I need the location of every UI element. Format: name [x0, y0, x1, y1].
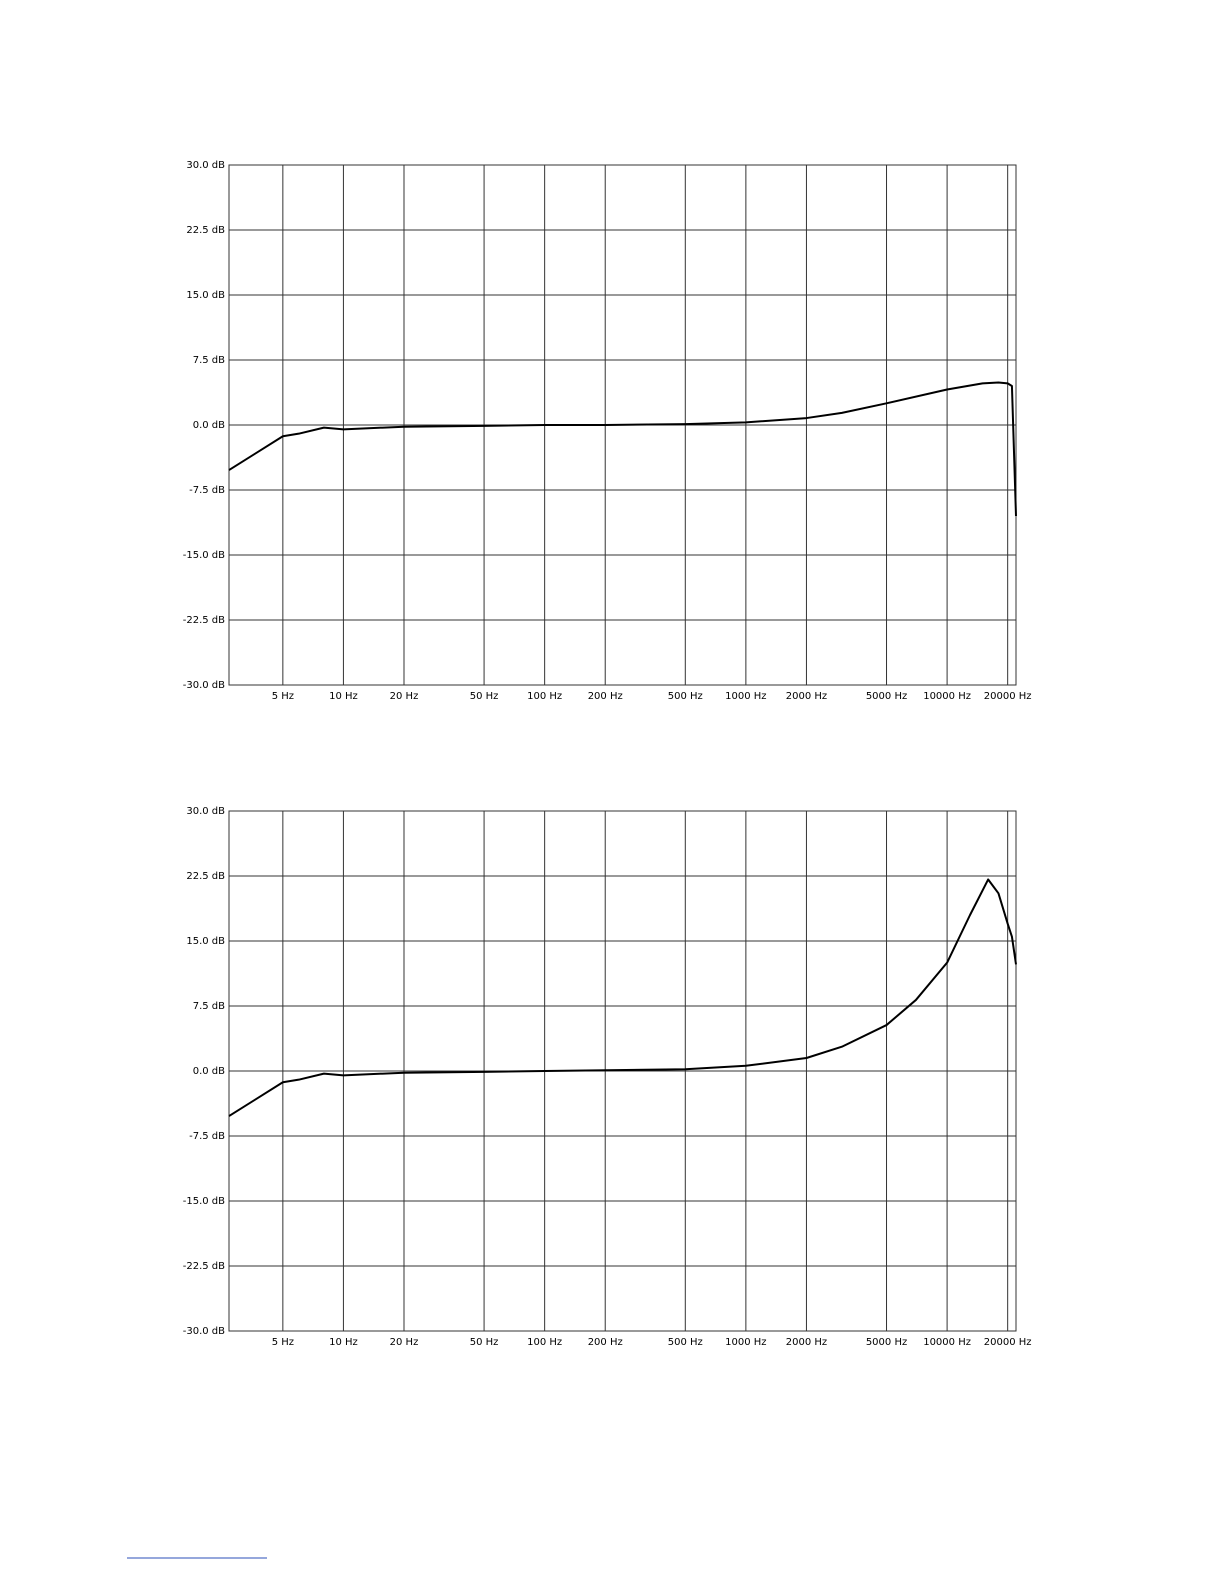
x-tick-label: 20 Hz [390, 691, 419, 702]
x-tick-label: 200 Hz [588, 691, 623, 702]
plot-frame [228, 810, 1017, 1332]
response-curve [228, 381, 1017, 517]
y-tick-label: -22.5 dB [183, 615, 225, 626]
x-tick-label: 5 Hz [272, 691, 294, 702]
y-tick-label: 0.0 dB [193, 420, 225, 431]
y-tick-label: 7.5 dB [193, 355, 225, 366]
x-tick-label: 20000 Hz [984, 1337, 1032, 1348]
y-tick-label: -22.5 dB [183, 1261, 225, 1272]
x-tick-label: 2000 Hz [786, 1337, 827, 1348]
x-tick-label: 10 Hz [329, 1337, 358, 1348]
chart: 30.0 dB 22.5 dB 15.0 dB 7.5 dB 0.0 dB -7.5 dB… [183, 160, 1032, 702]
x-tick-label: 50 Hz [470, 1337, 499, 1348]
y-tick-label: 15.0 dB [186, 290, 225, 301]
x-tick-label: 500 Hz [668, 691, 703, 702]
x-tick-label: 10000 Hz [923, 1337, 971, 1348]
x-tick-label: 2000 Hz [786, 691, 827, 702]
y-tick-label: 30.0 dB [186, 160, 225, 171]
x-tick-label: 10 Hz [329, 691, 358, 702]
y-tick-label: 0.0 dB [193, 1066, 225, 1077]
x-tick-label: 100 Hz [527, 1337, 562, 1348]
chart: 30.0 dB 22.5 dB 15.0 dB 7.5 dB 0.0 dB -7.5 dB… [183, 806, 1032, 1348]
y-tick-label: 30.0 dB [186, 806, 225, 817]
y-tick-label: -7.5 dB [189, 485, 225, 496]
y-tick-label: 22.5 dB [186, 871, 225, 882]
x-tick-label: 500 Hz [668, 1337, 703, 1348]
x-tick-label: 50 Hz [470, 691, 499, 702]
x-tick-label: 10000 Hz [923, 691, 971, 702]
x-tick-label: 20 Hz [390, 1337, 419, 1348]
y-tick-label: -7.5 dB [189, 1131, 225, 1142]
y-tick-label: 7.5 dB [193, 1001, 225, 1012]
x-tick-label: 5 Hz [272, 1337, 294, 1348]
y-tick-label: -30.0 dB [183, 1326, 225, 1337]
plot-frame [228, 164, 1017, 686]
response-curve [228, 878, 1017, 1117]
x-tick-label: 1000 Hz [725, 1337, 766, 1348]
x-tick-label: 100 Hz [527, 691, 562, 702]
y-tick-label: -15.0 dB [183, 1196, 225, 1207]
y-tick-label: 22.5 dB [186, 225, 225, 236]
x-tick-label: 5000 Hz [866, 1337, 907, 1348]
x-tick-label: 5000 Hz [866, 691, 907, 702]
y-tick-label: -30.0 dB [183, 680, 225, 691]
x-tick-label: 1000 Hz [725, 691, 766, 702]
x-tick-label: 20000 Hz [984, 691, 1032, 702]
y-tick-label: -15.0 dB [183, 550, 225, 561]
y-tick-label: 15.0 dB [186, 936, 225, 947]
x-tick-label: 200 Hz [588, 1337, 623, 1348]
